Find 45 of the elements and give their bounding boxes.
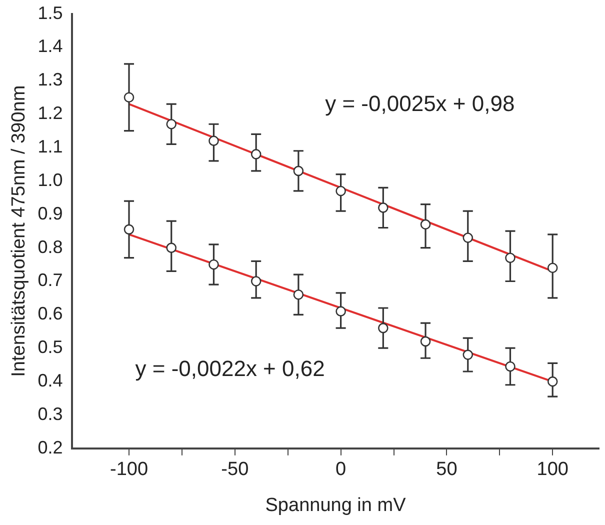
point xyxy=(420,336,431,347)
y-tick-label: 1.4 xyxy=(38,36,63,56)
x-tick-label: 50 xyxy=(436,459,458,480)
x-tick-label: 0 xyxy=(336,459,346,480)
point xyxy=(124,92,134,103)
y-tick-label: 0.5 xyxy=(38,337,63,358)
x-tick-label: -50 xyxy=(221,459,249,480)
annotation: y = -0,0025x + 0,98 xyxy=(325,91,515,116)
y-tick-label: 1.2 xyxy=(38,103,63,124)
point xyxy=(293,289,304,300)
point xyxy=(336,306,346,316)
y-tick-label: 1.5 xyxy=(38,2,63,23)
point xyxy=(250,149,262,160)
point xyxy=(547,376,558,387)
y-tick-label: 0.8 xyxy=(38,236,63,257)
point xyxy=(250,276,262,286)
y-tick-label: 0.3 xyxy=(38,404,63,424)
point xyxy=(166,242,177,253)
point xyxy=(293,166,304,176)
point xyxy=(378,322,388,334)
y-tick-label: 0.4 xyxy=(38,370,63,391)
y-tick-label: 0.6 xyxy=(38,304,63,324)
y-tick-label: 1.1 xyxy=(38,136,63,156)
y-tick-label: 1.0 xyxy=(38,170,63,190)
point xyxy=(547,262,558,274)
x-tick-label: -100 xyxy=(110,459,148,480)
point xyxy=(208,136,219,146)
point xyxy=(336,186,346,196)
x-tick-label: 100 xyxy=(536,459,568,480)
x-axis-title: Spannung in mV xyxy=(265,494,406,516)
point xyxy=(505,361,516,372)
point xyxy=(462,232,474,243)
point xyxy=(420,219,431,230)
y-tick-label: 1.3 xyxy=(38,70,63,90)
point xyxy=(166,118,177,130)
point xyxy=(378,202,388,213)
point xyxy=(124,224,134,235)
y-tick-label: 0.7 xyxy=(38,270,63,290)
point xyxy=(505,252,516,263)
y-axis-title: Intensitätsquotient 475nm / 390nm xyxy=(8,85,30,377)
point xyxy=(208,259,219,270)
y-tick-label: 0.2 xyxy=(38,437,63,458)
point xyxy=(462,350,474,360)
annotation: y = -0,0022x + 0,62 xyxy=(135,356,325,382)
y-tick-label: 0.9 xyxy=(38,203,63,224)
